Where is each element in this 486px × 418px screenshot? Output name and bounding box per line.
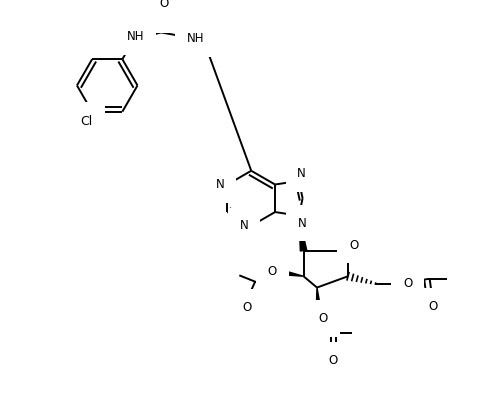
Text: O: O: [159, 0, 168, 10]
Text: N: N: [297, 167, 306, 180]
Text: O: O: [329, 354, 338, 367]
Polygon shape: [299, 216, 307, 251]
Text: N: N: [298, 217, 307, 229]
Text: O: O: [403, 277, 412, 290]
Text: O: O: [319, 312, 328, 325]
Text: O: O: [429, 300, 438, 313]
Text: N: N: [216, 178, 225, 191]
Text: Cl: Cl: [81, 115, 93, 128]
Text: O: O: [242, 301, 251, 314]
Text: NH: NH: [187, 32, 205, 45]
Polygon shape: [316, 288, 322, 314]
Polygon shape: [278, 269, 304, 276]
Text: N: N: [240, 219, 248, 232]
Text: O: O: [268, 265, 277, 278]
Text: NH: NH: [126, 31, 144, 43]
Text: O: O: [349, 239, 358, 252]
